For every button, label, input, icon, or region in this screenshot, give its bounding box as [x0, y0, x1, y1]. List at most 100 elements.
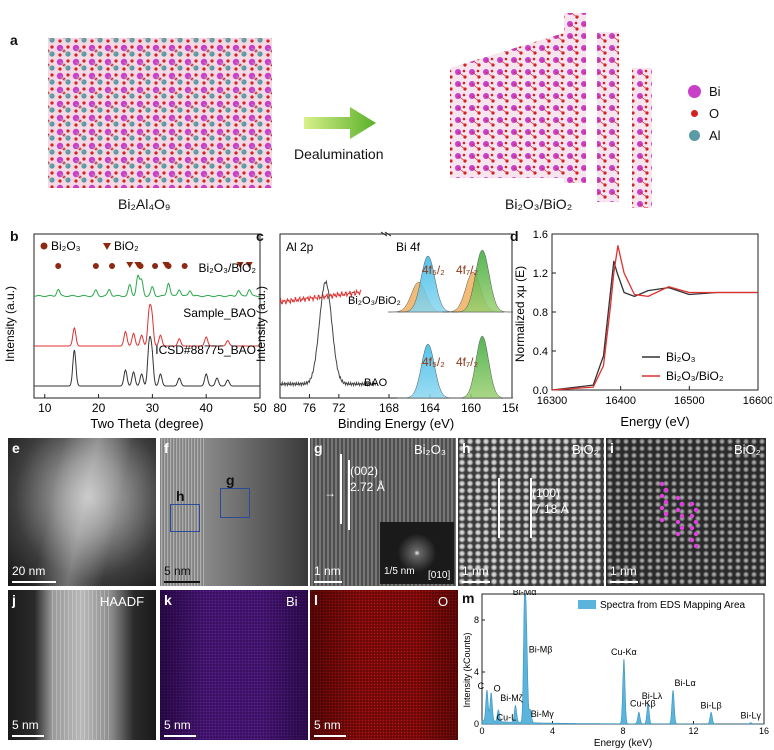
xrd-legend-bio2: BiO₂: [114, 239, 139, 253]
hrtem-image-g: g Bi₂O₃ → (002) 2.72 Å 1/5 nm [010] 1 nm: [310, 438, 456, 586]
bi4f72-label-top: 4f₇/₂: [456, 263, 478, 277]
xanes-plot-frame: [551, 233, 759, 391]
scale-bar-f: [164, 581, 200, 583]
panel-i-letter: i: [610, 440, 614, 456]
scale-bar-h: [462, 581, 490, 583]
panel-h-letter: h: [462, 440, 471, 456]
tem-image-f: f h g 5 nm: [160, 438, 308, 586]
scale-bar-i: [610, 581, 638, 583]
scale-label-k: 5 nm: [164, 718, 191, 732]
xanes-series-1: [551, 245, 758, 391]
eds-x-tick-label: 12: [688, 726, 698, 736]
al2p-series-1: [279, 279, 377, 388]
plane-label-h: (100): [532, 486, 561, 500]
bi4f72-fit-top: [451, 249, 514, 313]
eds-peak-label: C: [478, 681, 485, 691]
bi2al4o9-label: Bi₂Al₄O₉: [118, 196, 171, 212]
bi4f52-fit-bottom: [397, 343, 459, 399]
xanes-y-tick-label: 1.2: [533, 268, 548, 280]
al2p-x-tick-label: 80: [273, 401, 287, 415]
bi2o3-bio2-structure: [450, 13, 652, 208]
al2p-x-tick-label: 76: [303, 401, 317, 415]
eds-legend-swatch: [578, 600, 596, 609]
xps-series-label-1: BAO: [364, 377, 388, 389]
eds-x-tick-label: 8: [620, 726, 625, 736]
xps-xlabel: Binding Energy (eV): [338, 416, 454, 431]
xanes-x-tick-label: 16300: [537, 395, 568, 407]
xanes-legend-0: Bi₂O₃: [666, 350, 696, 364]
eds-peak-label: O: [494, 683, 501, 693]
xrd-legend-bi2o3: Bi₂O₃: [51, 239, 81, 253]
tem-image-e: e 20 nm: [8, 438, 156, 586]
xanes-y-tick-label: 0.8: [533, 307, 548, 319]
xrd-x-tick-label: 30: [146, 401, 160, 415]
eds-peak-label: Bi-Mγ: [531, 709, 554, 719]
title-j: HAADF: [100, 594, 145, 609]
bio2-triangle-marker: [103, 243, 111, 250]
eds-peak-label: Bi-Lβ: [701, 700, 722, 710]
al2p-series-0: [279, 288, 362, 305]
bio2-peak-marker: [134, 262, 142, 268]
eds-x-tick-label: 0: [479, 726, 484, 736]
dealumination-arrow-icon: [304, 107, 376, 139]
fft-inset: [380, 522, 454, 584]
panel-d-letter: d: [510, 228, 519, 244]
xps-ylabel: Intensity (a.u.): [256, 286, 268, 362]
dealumination-label: Dealumination: [294, 146, 384, 162]
scale-bar-j: [12, 735, 44, 737]
bi4f52-label-top: 4f₅/₂: [422, 263, 445, 277]
scale-label-g: 1 nm: [314, 564, 341, 578]
bi2al4o9-crystal-structure: [48, 38, 272, 188]
eds-legend-label: Spectra from EDS Mapping Area: [600, 600, 746, 611]
arrow-right-icon-g: →: [324, 486, 336, 500]
al2p-x-tick-label: 72: [332, 401, 346, 415]
eds-y-tick-label: 8: [474, 615, 479, 625]
eds-x-tick-label: 16: [759, 726, 769, 736]
bi2o3-peak-marker: [55, 263, 62, 269]
title-i: BiO₂: [734, 442, 761, 457]
xrd-series-label-1: Sample_BAO: [183, 306, 256, 320]
title-h: BiO₂: [572, 442, 599, 457]
bio2-peak-marker: [236, 262, 244, 268]
eds-peak-label: Bi-Mζ: [500, 693, 522, 703]
xanes-series-0: [551, 260, 758, 391]
eds-peak-label: Bi-Lλ: [642, 691, 663, 701]
scale-label-f: 5 nm: [164, 564, 191, 578]
bi2o3-peak-marker: [109, 263, 116, 269]
eds-xlabel: Energy (keV): [594, 738, 652, 748]
scale-bar-e: [12, 581, 56, 583]
bio2-peak-marker: [162, 262, 170, 268]
bio2-peak-marker: [126, 262, 134, 268]
eds-y-tick-label: 0: [474, 719, 479, 729]
panel-e-letter: e: [12, 440, 20, 456]
xanes-y-tick-label: 1.6: [533, 229, 548, 241]
plane-label-g: (002): [350, 464, 379, 478]
bi2o3-peak-marker: [181, 263, 188, 269]
bi4f52-fit-top: [397, 255, 459, 313]
al-atom-icon: [689, 129, 700, 141]
bi2o3-bio2-label: Bi₂O₃/BiO₂: [505, 196, 573, 212]
bio2-peak-marker: [245, 262, 253, 268]
panel-m-letter: m: [462, 590, 475, 606]
box-label-h: h: [176, 488, 185, 504]
bi-atom-icon: [688, 84, 701, 98]
xps-series-label-0: Bi₂O₃/BiO₂: [348, 295, 401, 307]
spacing-label-h: 7.18 Å: [534, 502, 569, 516]
xrd-x-tick-label: 20: [92, 401, 106, 415]
xrd-ylabel: Intensity (a.u.): [3, 286, 17, 362]
bi4f-x-tick-label: 156: [502, 401, 518, 415]
xps-chart: 80 76 72 168 164 160 156 Intensity (a.u.) Bind…: [256, 231, 518, 431]
legend-bi: Bi: [688, 80, 721, 102]
eds-ylabel: Intensity (kCounts): [462, 632, 472, 707]
bi4f-x-tick-label: 164: [420, 401, 440, 415]
bi4f-title: Bi 4f: [396, 240, 421, 254]
xanes-x-tick-label: 16400: [605, 395, 636, 407]
scale-bar-g: [314, 581, 342, 583]
xrd-series-label-0: Bi₂O₃/BiO₂: [198, 261, 256, 275]
eds-peak-label: Cu-Kα: [611, 647, 637, 657]
haadf-image-j: j HAADF 5 nm: [8, 590, 156, 740]
eds-peak-label: Bi-Mβ: [529, 645, 553, 655]
scale-label-j: 5 nm: [12, 718, 39, 732]
xanes-y-tick-label: 0.4: [533, 346, 548, 358]
atom-legend: Bi O Al: [688, 80, 721, 146]
